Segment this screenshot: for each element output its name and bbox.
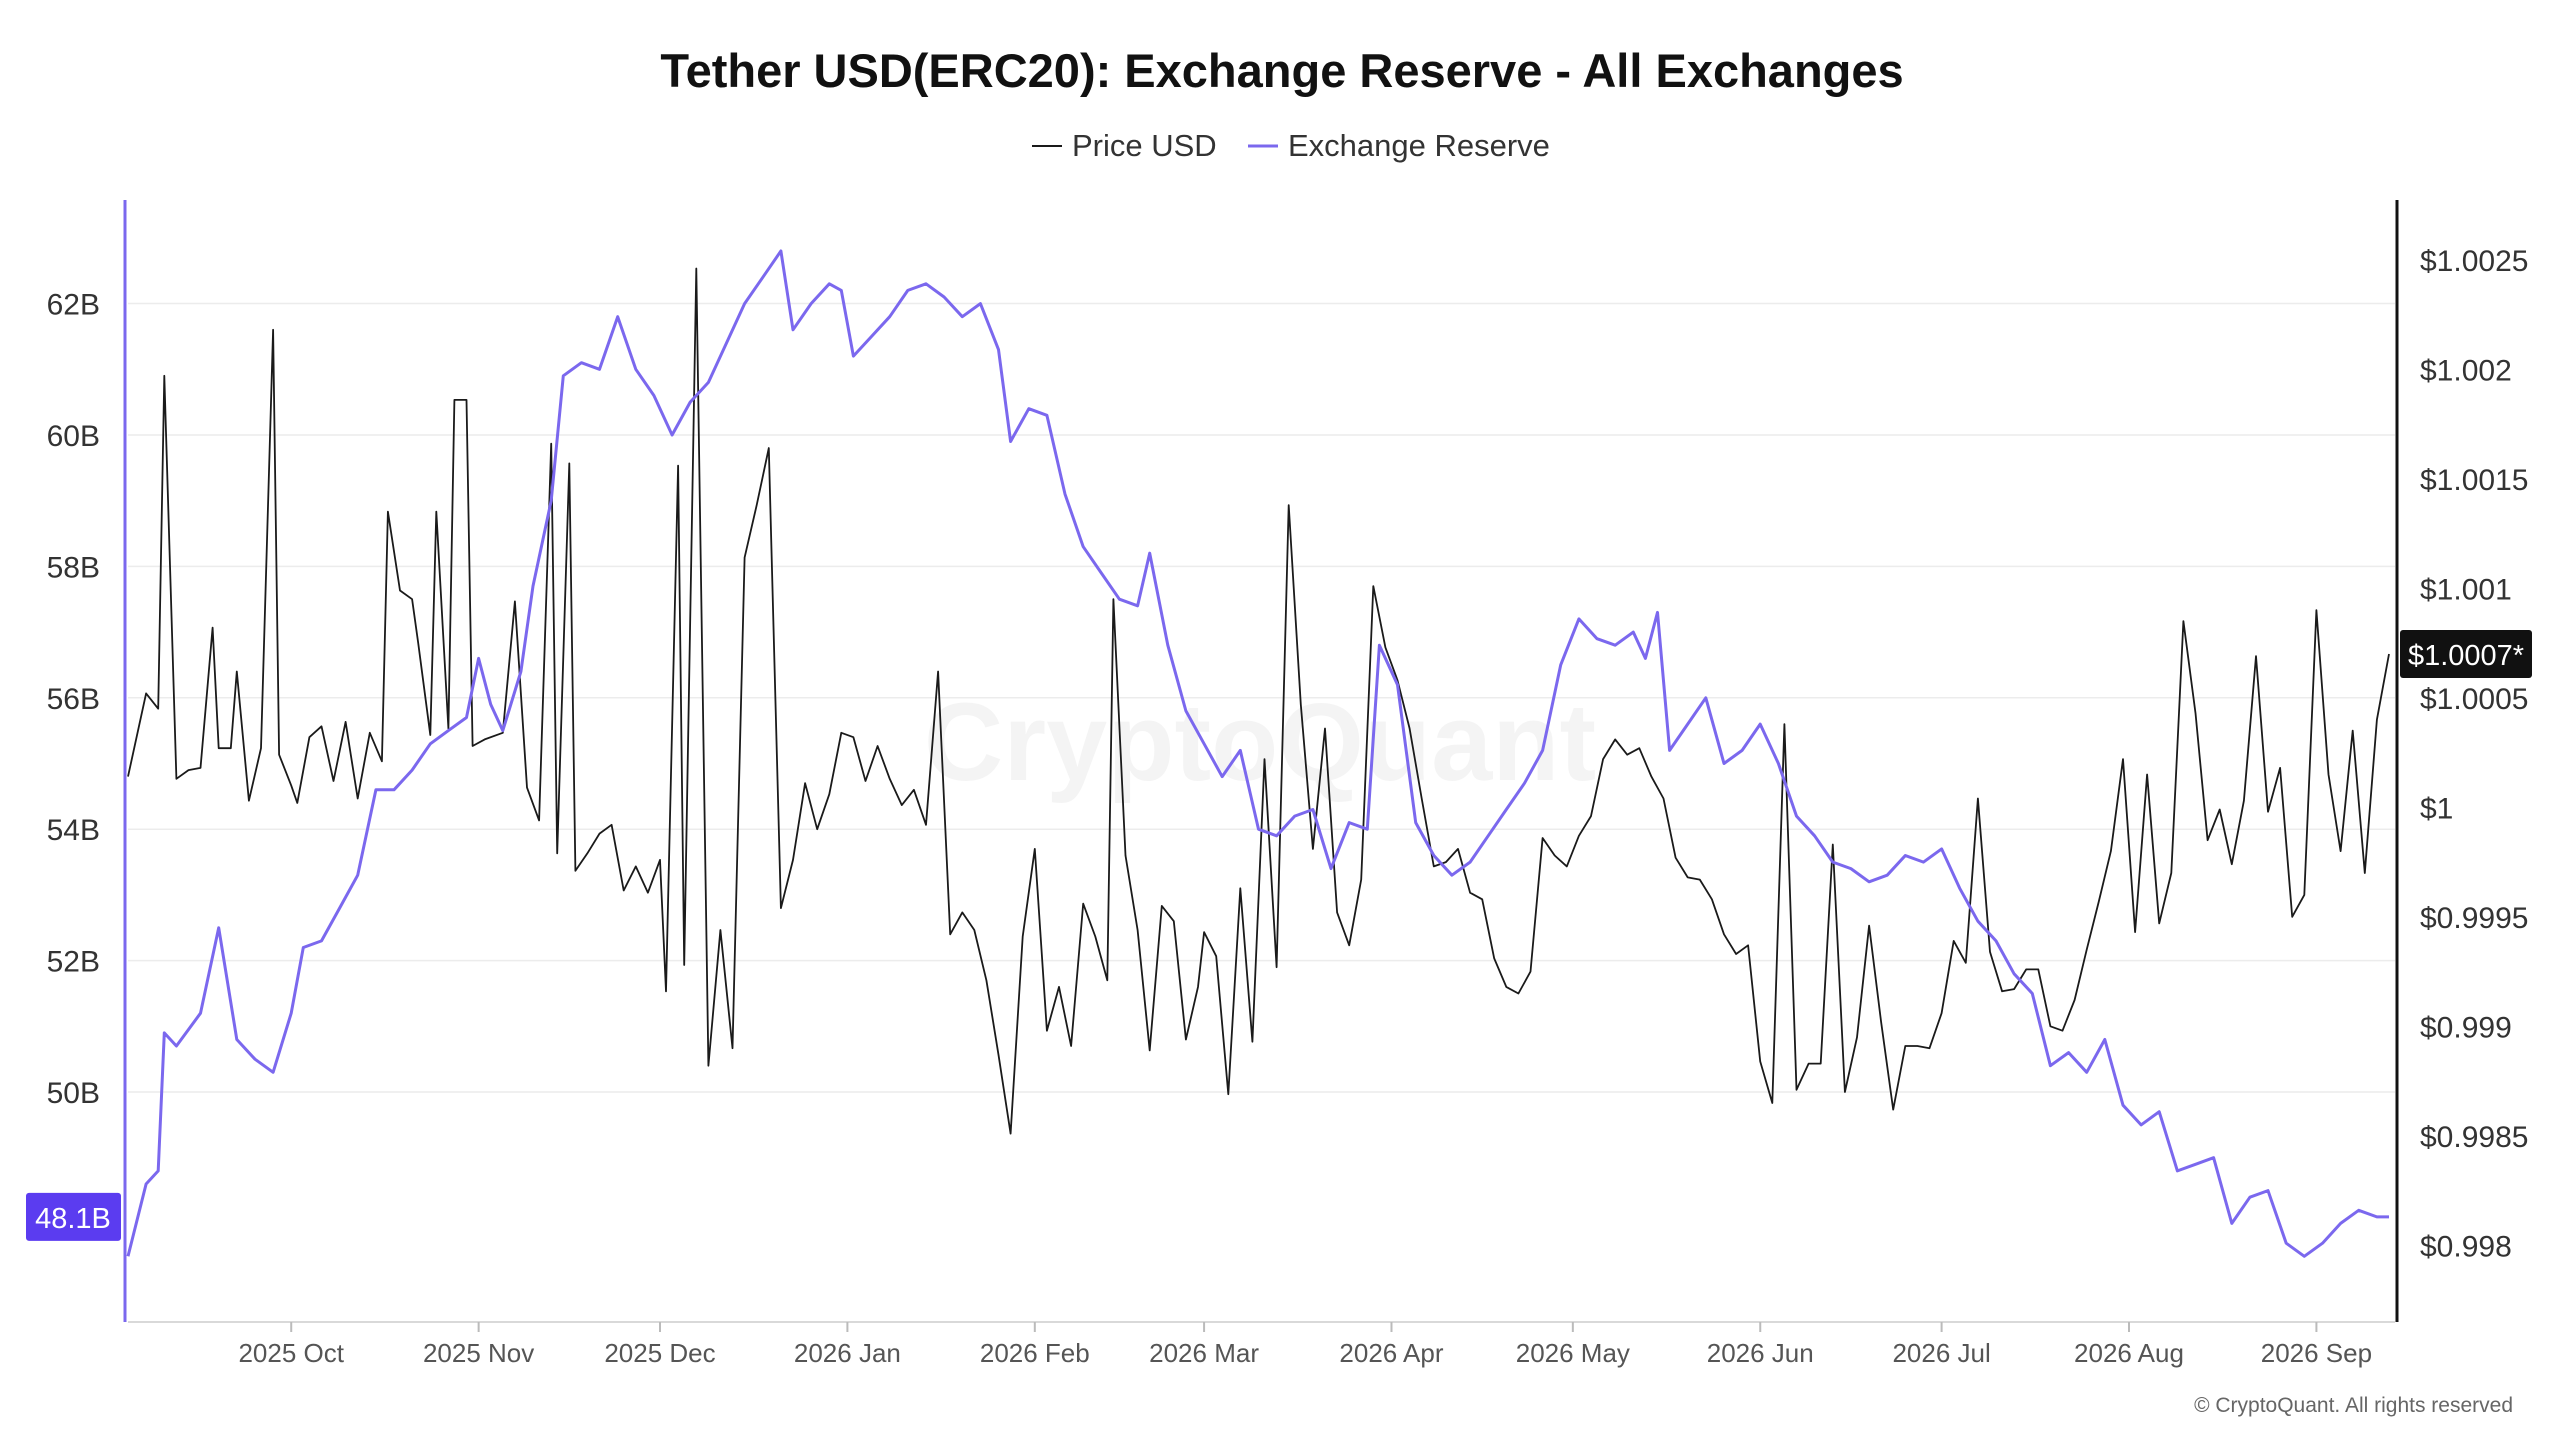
price-current-badge: $1.0007* (2400, 629, 2532, 678)
y-right-tick-label: $1 (2420, 792, 2453, 825)
x-tick-label: 2026 Jan (794, 1338, 901, 1368)
reserve-badge-bg (26, 1192, 121, 1241)
x-tick-label: 2026 Mar (1149, 1338, 1259, 1368)
legend-item-price[interactable]: Price USD (1032, 128, 1217, 163)
y-right-tick-label: $0.999 (2420, 1011, 2512, 1044)
x-tick-label: 2025 Nov (423, 1338, 534, 1368)
y-right-tick-label: $1.0015 (2420, 464, 2528, 497)
x-tick-label: 2026 Sep (2261, 1338, 2372, 1368)
x-tick-label: 2025 Oct (238, 1338, 344, 1368)
reserve-current-badge: 48.1B (26, 1192, 121, 1241)
x-tick-label: 2026 Jun (1707, 1338, 1814, 1368)
y-right-tick-label: $0.998 (2420, 1230, 2512, 1263)
y-axis-left: 62B 60B 58B 56B 54B 52B 50B (47, 200, 127, 1322)
price-badge-bg (2400, 629, 2532, 678)
y-right-tick-label: $1.002 (2420, 354, 2512, 387)
series-layer (126, 249, 2390, 1258)
price-badge-label: $1.0007* (2408, 640, 2524, 672)
chart-title: Tether USD(ERC20): Exchange Reserve - Al… (660, 44, 1903, 97)
value-badges: 48.1B $1.0007* (26, 629, 2532, 1241)
grid-lines (128, 302, 2395, 1093)
x-tick-label: 2026 Jul (1892, 1338, 1990, 1368)
y-left-tick-label: 54B (47, 814, 100, 847)
x-axis: 2025 Oct 2025 Nov 2025 Dec 2026 Jan 2026 Feb… (128, 1321, 2395, 1368)
y-right-tick-label: $0.9995 (2420, 902, 2528, 935)
y-right-tick-label: $1.0005 (2420, 683, 2528, 716)
x-tick-label: 2026 May (1516, 1338, 1630, 1368)
y-left-tick-label: 60B (47, 420, 100, 453)
series-price-line (127, 267, 2390, 1135)
y-left-tick-label: 62B (47, 289, 100, 322)
y-right-tick-label: $1.0025 (2420, 245, 2528, 278)
y-left-tick-label: 58B (47, 551, 100, 584)
watermark: CryptoQuant (924, 681, 1596, 804)
y-left-tick-label: 56B (47, 683, 100, 716)
y-right-tick-label: $0.9985 (2420, 1121, 2528, 1154)
copyright-text: © CryptoQuant. All rights reserved (2194, 1394, 2513, 1417)
x-tick-label: 2026 Aug (2074, 1338, 2184, 1368)
series-reserve-line (126, 249, 2389, 1258)
y-left-tick-label: 50B (47, 1077, 100, 1110)
reserve-badge-label: 48.1B (35, 1203, 111, 1235)
x-tick-label: 2026 Feb (980, 1338, 1090, 1368)
legend: Price USD Exchange Reserve (1032, 128, 1550, 163)
y-right-tick-label: $1.001 (2420, 573, 2512, 606)
y-axis-right: $1.0025 $1.002 $1.0015 $1.001 $1.0005 $1 $0.99… (2395, 200, 2528, 1322)
legend-reserve-label: Exchange Reserve (1288, 128, 1550, 163)
x-tick-label: 2025 Dec (604, 1338, 715, 1368)
legend-price-label: Price USD (1072, 128, 1217, 163)
legend-item-reserve[interactable]: Exchange Reserve (1248, 128, 1550, 163)
x-tick-label: 2026 Apr (1339, 1338, 1443, 1368)
y-left-tick-label: 52B (47, 946, 100, 979)
